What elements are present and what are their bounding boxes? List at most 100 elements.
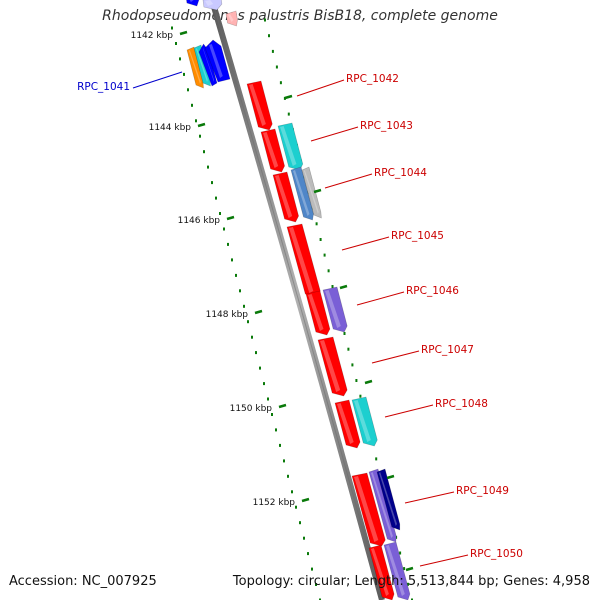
ruler-dot [239,289,241,293]
ruler-dot [291,490,293,494]
gene-arrow-highlight [379,472,397,526]
gene-arrow [277,122,304,171]
ruler-dot [347,347,350,351]
kbp-tick-mark [254,309,263,315]
gene-label-leader [324,173,373,189]
kbp-tick-label: 1150 kbp [230,404,273,414]
ruler-dot [231,258,233,262]
ruler-dot [215,196,217,200]
gene-arrow [186,46,204,89]
kbp-tick-label: 1152 kbp [253,498,296,508]
kbp-tick-label: 1148 kbp [206,310,249,320]
kbp-tick-mark [197,122,206,128]
gene-arrow-highlight [280,126,297,166]
ruler-dot [331,285,334,288]
gene-label-rpc-1042[interactable]: RPC_1042 [346,73,399,85]
gene-arrow-highlight [325,290,341,328]
kbp-tick-mark [339,284,348,290]
ruler-dot [219,212,221,215]
gene-label-leader [296,79,345,97]
gene-label-leader [419,554,469,567]
ruler-dot [411,598,413,600]
ruler-dot [271,413,273,416]
gene-arrow [260,128,285,173]
gene-arrow-highlight [304,170,319,214]
ruler-dot [275,65,278,69]
ruler-dot [268,34,270,38]
gene-arrow-highlight [263,132,279,168]
gene-arrow [202,0,223,11]
ruler-dot [279,81,282,85]
ruler-dot [323,253,326,257]
ruler-dot [303,536,305,540]
gene-arrow [290,166,314,221]
gene-arrow [383,541,411,600]
ruler-dot [171,26,173,30]
ruler-dot [287,112,290,116]
ruler-dot [279,443,281,447]
ruler-dot [235,273,237,277]
gene-arrow-highlight [228,14,234,22]
ruler-dot [227,242,229,246]
gene-label-leader [132,71,183,89]
gene-arrow [334,399,361,449]
map-title: Rhodopseudomonas palustris BisB18, compl… [102,8,498,24]
gene-arrow [322,286,348,333]
gene-arrow-highlight [249,84,266,126]
kbp-ruler: 1142 kbp 1144 kbp 1146 kbp 1148 kbp 1150 kbp… [131,30,414,572]
ruler-dot [403,567,406,571]
gene-arrow [368,544,395,600]
kbp-tick-label: 1146 kbp [178,216,221,226]
gene-label-rpc-1045[interactable]: RPC_1045 [391,230,444,242]
gene-label-rpc-1041[interactable]: RPC_1041 [77,81,130,93]
gene-label-rpc-1048[interactable]: RPC_1048 [435,398,488,410]
ruler-dot [207,165,209,169]
gene-label-rpc-1049[interactable]: RPC_1049 [456,485,509,497]
gene-label-rpc-1050[interactable]: RPC_1050 [470,548,523,560]
gene-arrow [193,44,211,87]
gene-arrow [305,290,331,336]
gene-arrow [272,171,299,223]
gene-label-rpc-1043[interactable]: RPC_1043 [360,120,413,132]
ruler-dot [319,238,322,241]
gene-arrow-highlight [203,48,214,82]
ruler-dot [223,227,225,231]
genome-backbone [209,0,385,600]
gene-arrow-highlight [386,545,405,596]
gene-label-leader [310,126,359,142]
ruler-dot [251,335,253,339]
gene-arrow [376,468,401,531]
gene-label-leader [384,404,434,418]
ruler-dot [355,379,358,382]
ruler-dot [407,582,409,586]
ruler-dot [187,88,189,92]
gene-arrow [246,80,273,131]
ruler-dot [275,428,277,432]
ruler-dot [264,18,266,22]
gene-label-rpc-1047[interactable]: RPC_1047 [421,344,474,356]
gene-arrow-highlight [189,50,201,84]
kbp-tick-mark [364,379,373,385]
ruler-dot [315,583,317,586]
gene-label-rpc-1046[interactable]: RPC_1046 [406,285,459,297]
ruler-dot [327,269,330,273]
ruler-dot [271,49,274,53]
gene-arrow-highlight [209,44,223,78]
ruler-dot [243,304,245,308]
gene-arrow-highlight [275,175,293,218]
ruler-dot [255,351,257,355]
genome-summary-text: Topology: circular; Length: 5,513,844 bp… [232,574,590,589]
ruler-dot [175,42,177,45]
ruler-dot [375,457,378,461]
gene-label-leader [341,236,390,251]
ruler-dot [259,366,261,370]
gene-arrow-highlight [308,294,324,331]
gene-label-rpc-1044[interactable]: RPC_1044 [374,167,427,179]
gene-arrow-highlight [354,476,379,542]
gene-arrow-highlight [354,400,371,442]
kbp-tick-mark [386,474,395,480]
gene-arrow-highlight [371,472,393,538]
ruler-dot [179,57,181,61]
ruler-dot [283,459,285,463]
